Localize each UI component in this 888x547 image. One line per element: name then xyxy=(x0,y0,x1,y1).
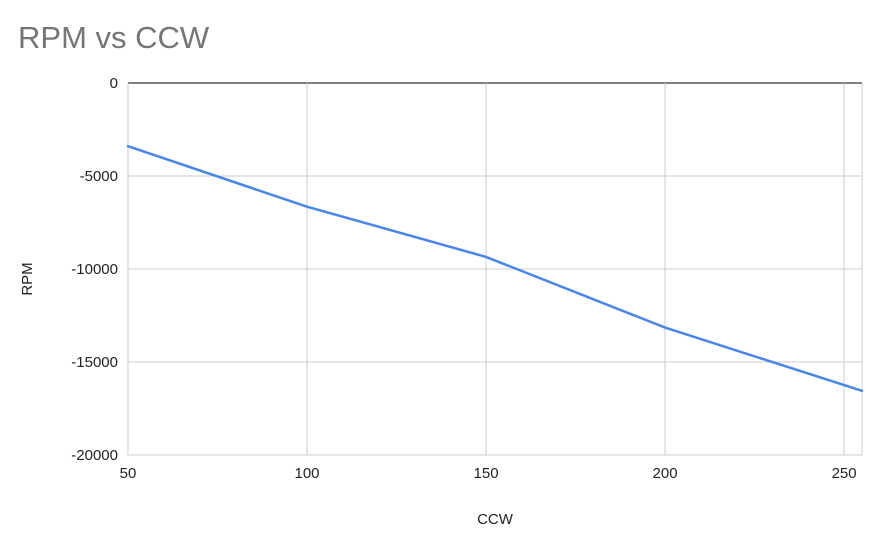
x-tick-label: 150 xyxy=(474,465,499,482)
x-tick-label: 50 xyxy=(120,465,137,482)
x-axis-title: CCW xyxy=(477,511,514,528)
series-layer xyxy=(126,144,864,393)
y-axis-title: RPM xyxy=(19,262,36,295)
y-tick-label: -10000 xyxy=(71,261,118,278)
x-tick-label: 100 xyxy=(295,465,320,482)
gridlines xyxy=(127,82,863,456)
x-tick-label: 200 xyxy=(653,465,678,482)
chart-title: RPM vs CCW xyxy=(18,20,210,55)
y-tick-label: -15000 xyxy=(71,354,118,371)
series-line xyxy=(126,144,864,393)
y-tick-label: -20000 xyxy=(71,447,118,464)
y-tick-label: -5000 xyxy=(80,168,118,185)
y-tick-label: 0 xyxy=(110,75,118,92)
x-tick-label: 250 xyxy=(832,465,857,482)
